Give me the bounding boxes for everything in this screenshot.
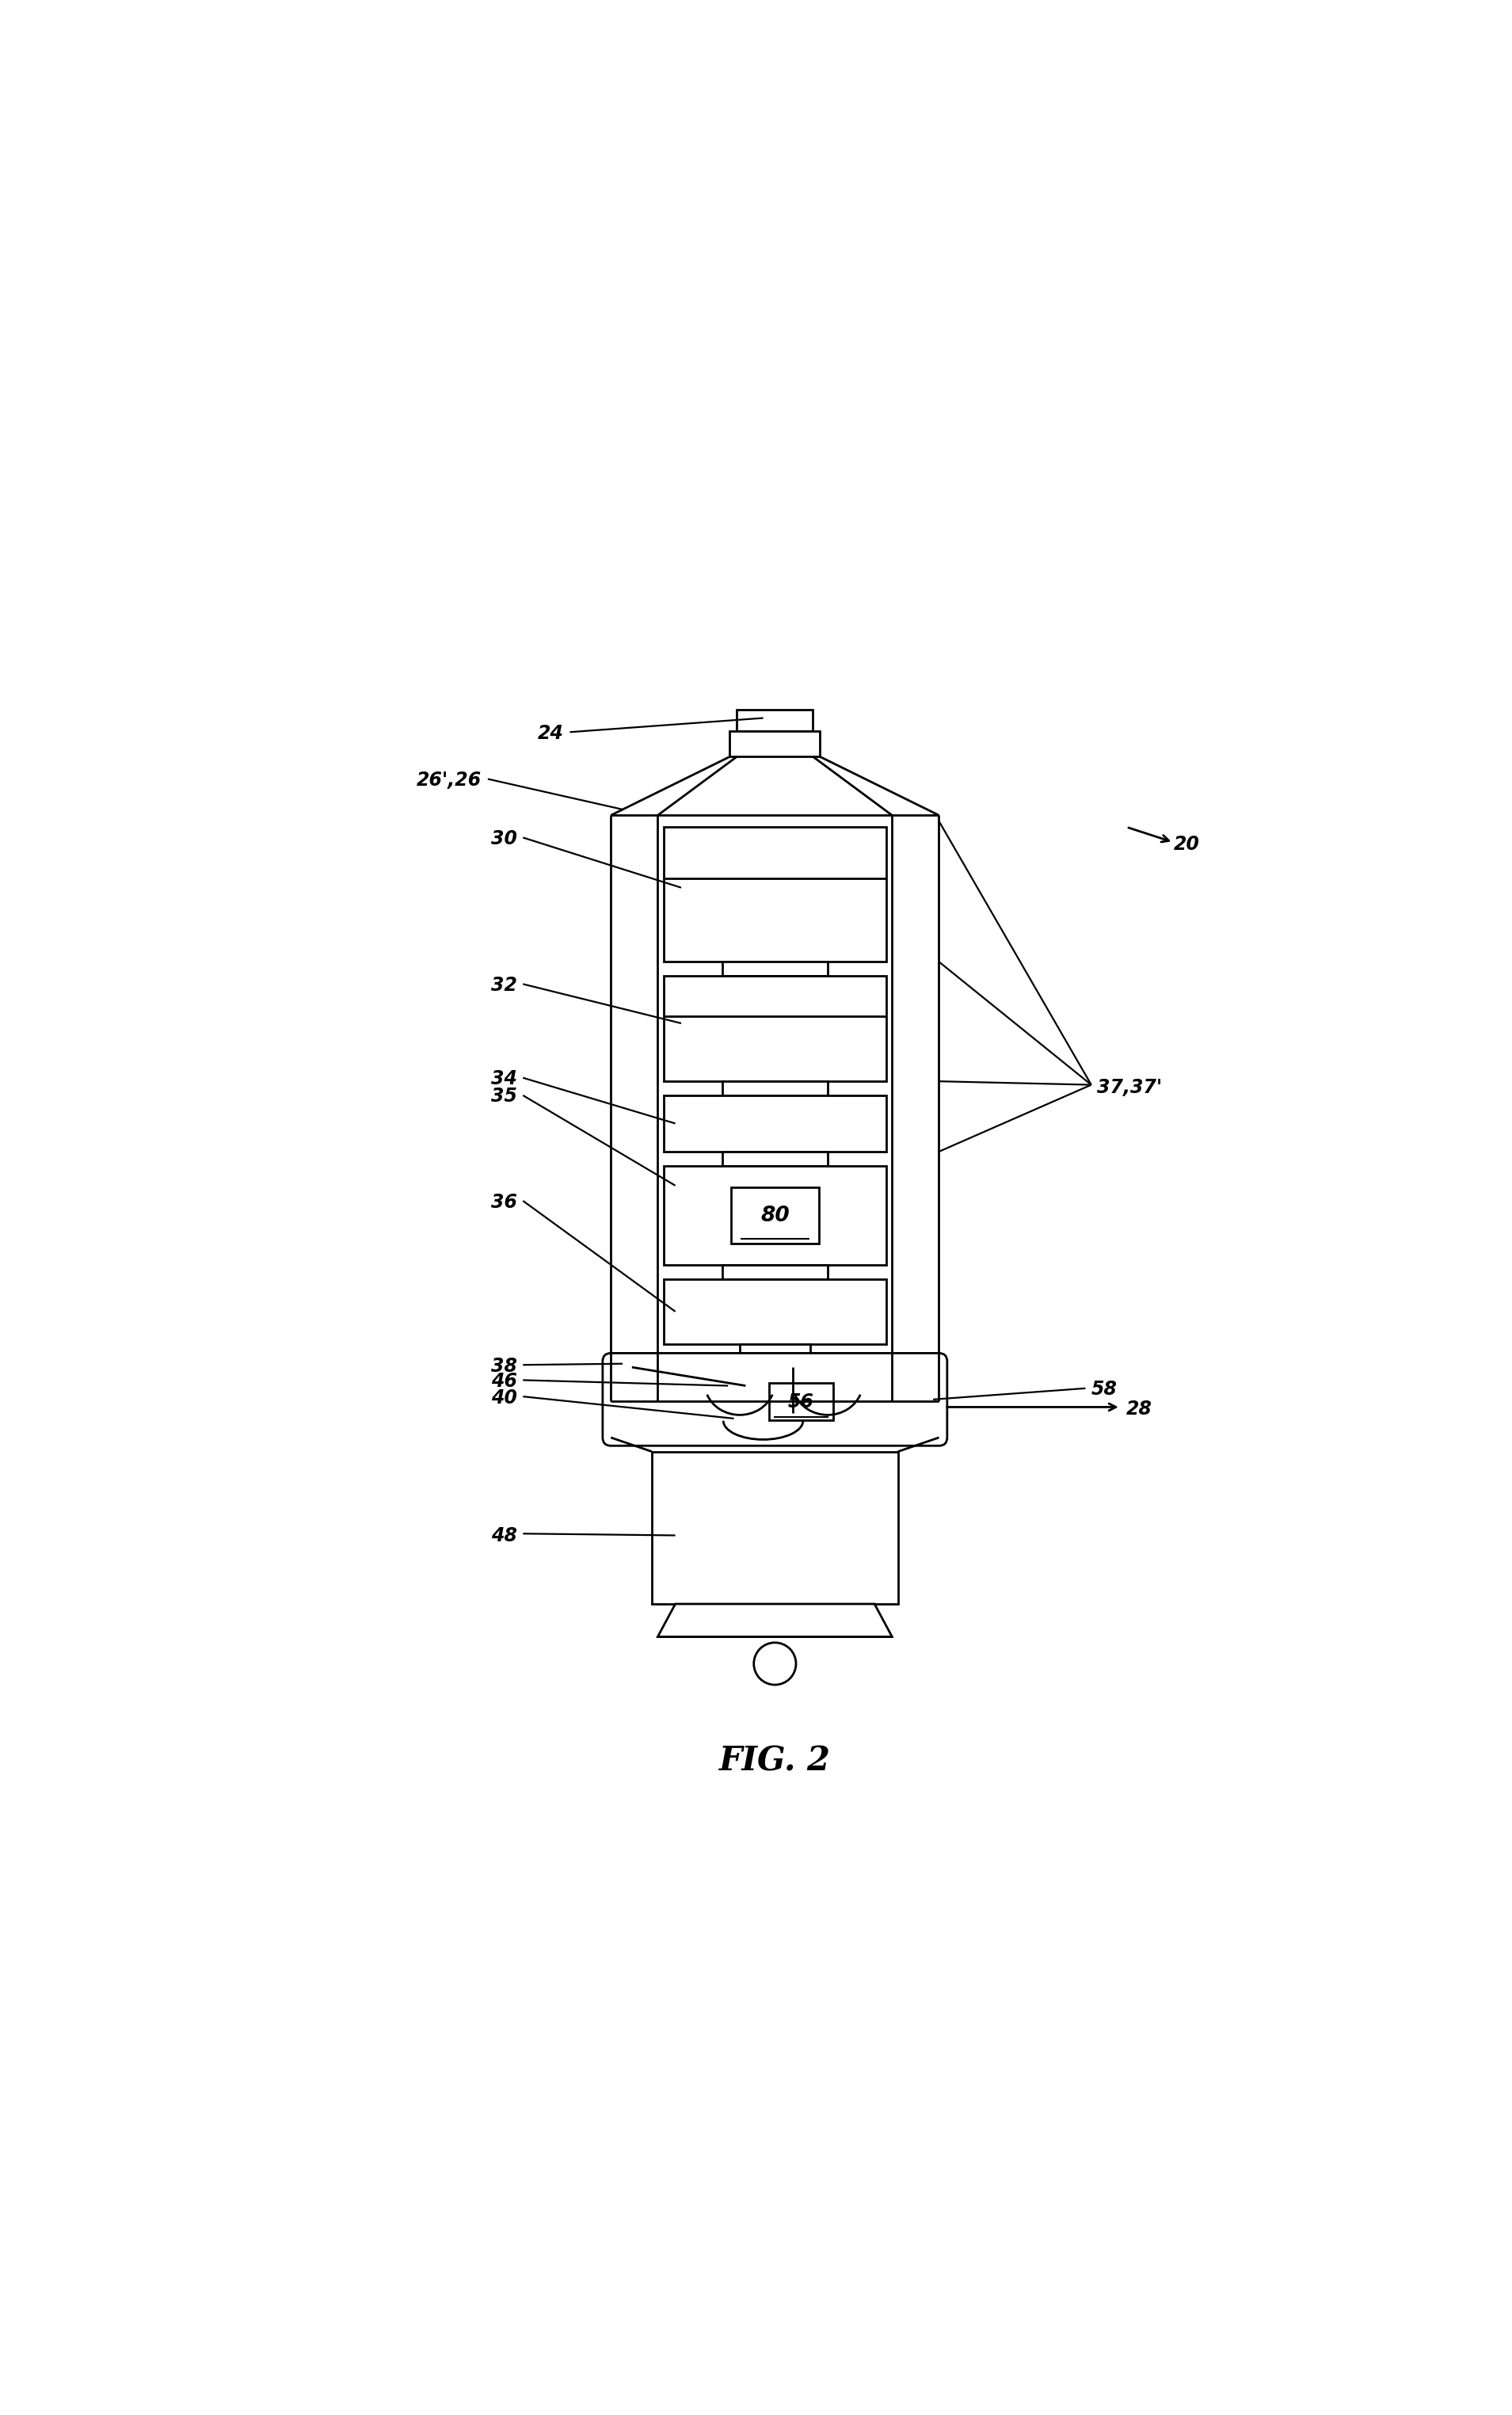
Text: 28: 28 <box>1126 1401 1152 1420</box>
Bar <box>723 961 827 976</box>
Polygon shape <box>658 1604 892 1637</box>
Text: 30: 30 <box>491 828 517 848</box>
Bar <box>664 1166 886 1265</box>
Bar <box>664 1280 886 1343</box>
FancyBboxPatch shape <box>603 1352 947 1447</box>
Bar <box>739 1343 810 1362</box>
Bar <box>730 1188 820 1244</box>
Text: 80: 80 <box>761 1205 789 1227</box>
Bar <box>664 826 886 961</box>
Text: 32: 32 <box>491 976 517 995</box>
Bar <box>770 1384 833 1420</box>
Text: 20: 20 <box>1173 836 1199 855</box>
Text: 35: 35 <box>491 1087 517 1106</box>
Text: 37,37': 37,37' <box>1098 1077 1163 1096</box>
Text: 34: 34 <box>491 1070 517 1089</box>
Text: 40: 40 <box>491 1389 517 1408</box>
Bar <box>664 1096 886 1152</box>
Text: 46: 46 <box>491 1372 517 1391</box>
Bar <box>652 1451 898 1604</box>
Text: 26',26: 26',26 <box>417 770 482 790</box>
Text: 24: 24 <box>538 724 564 744</box>
Bar <box>736 710 813 732</box>
Text: 48: 48 <box>491 1526 517 1546</box>
Text: 38: 38 <box>491 1357 517 1377</box>
Text: FIG. 2: FIG. 2 <box>720 1744 830 1777</box>
Bar <box>723 1152 827 1166</box>
Bar <box>664 976 886 1082</box>
Text: 36: 36 <box>491 1193 517 1212</box>
Text: 58: 58 <box>1092 1379 1117 1398</box>
Bar <box>723 1265 827 1280</box>
Text: 56: 56 <box>788 1393 815 1410</box>
Bar <box>730 732 820 756</box>
Bar <box>723 1082 827 1096</box>
